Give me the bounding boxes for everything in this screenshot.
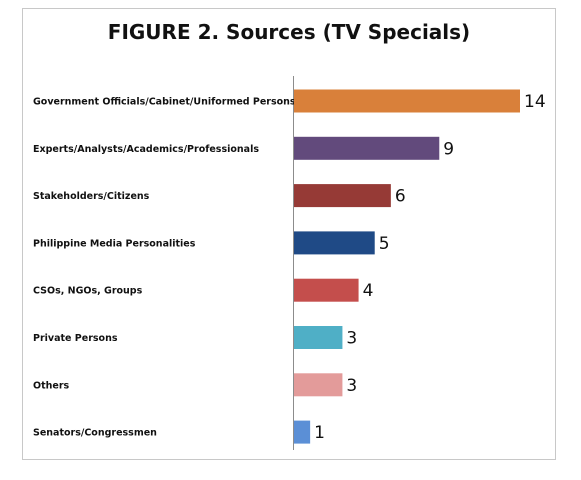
value-label-experts-analysts-academics-professionals: 9 <box>443 139 454 159</box>
bar-philippine-media-personalities <box>294 231 375 255</box>
value-label-government-officials-cabinet-uniformed-persons: 14 <box>524 92 546 112</box>
bar-stakeholders-citizens <box>294 184 391 208</box>
bar-csos-ngos-groups <box>294 278 359 302</box>
bar-experts-analysts-academics-professionals <box>294 136 440 160</box>
category-label-csos-ngos-groups: CSOs, NGOs, Groups <box>33 286 143 297</box>
value-label-stakeholders-citizens: 6 <box>395 187 406 207</box>
value-label-philippine-media-personalities: 5 <box>379 234 390 254</box>
chart-frame <box>22 8 556 460</box>
value-label-csos-ngos-groups: 4 <box>363 281 374 301</box>
category-label-private-persons: Private Persons <box>33 333 118 344</box>
category-label-government-officials-cabinet-uniformed-persons: Government Officials/Cabinet/Uniformed P… <box>33 97 296 108</box>
category-label-experts-analysts-academics-professionals: Experts/Analysts/Academics/Professionals <box>33 144 259 155</box>
category-label-others: Others <box>33 380 70 391</box>
chart-title: FIGURE 2. Sources (TV Specials) <box>107 20 471 44</box>
bar-private-persons <box>294 326 343 349</box>
value-label-private-persons: 3 <box>346 329 357 349</box>
bars-group: Government Officials/Cabinet/Uniformed P… <box>33 89 546 444</box>
value-label-others: 3 <box>346 376 357 396</box>
category-label-senators-congressmen: Senators/Congressmen <box>33 428 157 439</box>
category-label-stakeholders-citizens: Stakeholders/Citizens <box>33 191 150 202</box>
bar-others <box>294 373 343 397</box>
bar-government-officials-cabinet-uniformed-persons <box>294 89 520 113</box>
category-label-philippine-media-personalities: Philippine Media Personalities <box>33 238 196 249</box>
value-label-senators-congressmen: 1 <box>314 423 325 443</box>
bar-senators-congressmen <box>294 420 311 444</box>
